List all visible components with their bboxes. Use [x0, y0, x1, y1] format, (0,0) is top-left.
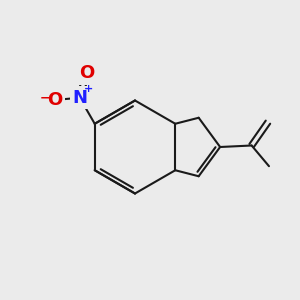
Text: O: O — [79, 64, 94, 82]
Text: O: O — [47, 91, 62, 109]
Text: N: N — [72, 89, 87, 107]
Text: −: − — [40, 92, 50, 105]
Text: +: + — [83, 84, 93, 94]
